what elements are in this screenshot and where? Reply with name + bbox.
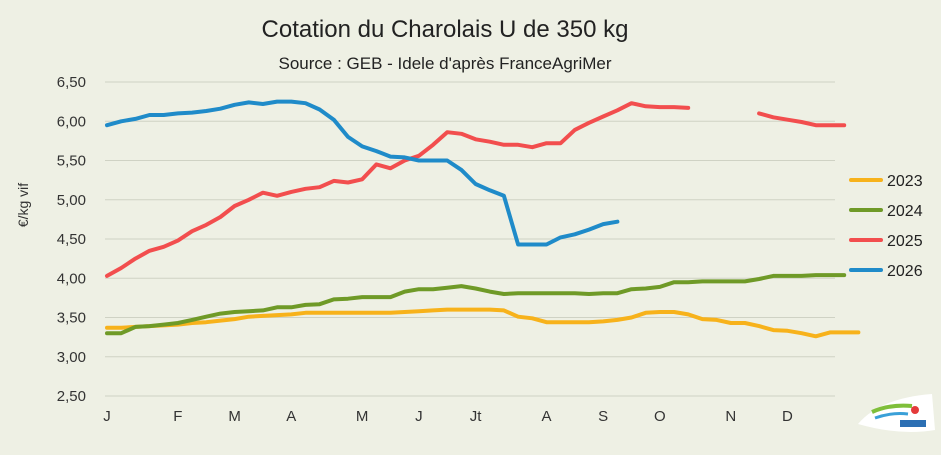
legend-label: 2025 [887, 233, 923, 250]
chart-title: Cotation du Charolais U de 350 kg [262, 16, 629, 43]
x-tick-label: M [356, 408, 369, 425]
legend-label: 2023 [887, 173, 923, 190]
chart-subtitle: Source : GEB - Idele d'après FranceAgriM… [279, 54, 612, 73]
idele-logo [858, 394, 935, 432]
x-tick-label: F [173, 408, 182, 425]
y-tick-label: 4,00 [57, 270, 86, 287]
y-tick-label: 5,00 [57, 192, 86, 209]
x-tick-label: J [415, 408, 423, 425]
y-tick-label: 2,50 [57, 388, 86, 405]
y-tick-label: 4,50 [57, 231, 86, 248]
x-tick-label: D [782, 408, 793, 425]
x-tick-label: S [598, 408, 608, 425]
y-tick-label: 6,50 [57, 74, 86, 91]
y-tick-label: 5,50 [57, 153, 86, 170]
legend-label: 2026 [887, 263, 923, 280]
series [105, 99, 861, 339]
series-line-2023 [105, 307, 861, 339]
y-tick-label: 3,50 [57, 310, 86, 327]
x-tick-label: O [654, 408, 666, 425]
legend: 2023 2024 2025 2026 [849, 173, 923, 280]
y-ticks: 2,50 3,00 3,50 4,00 4,50 5,00 5,50 6,00 6,50 [57, 74, 86, 405]
y-tick-label: 3,00 [57, 349, 86, 366]
grid [105, 81, 835, 397]
legend-label: 2024 [887, 203, 923, 220]
x-tick-label: M [228, 408, 241, 425]
y-axis-label: €/kg vif [15, 183, 31, 227]
x-tick-label: J [103, 408, 111, 425]
series-line-2026 [105, 99, 620, 247]
series-line-2024 [105, 273, 847, 336]
x-ticks: J F M A M J Jt A S O N D [103, 408, 793, 425]
x-tick-label: A [286, 408, 296, 425]
series-line-2025 [105, 101, 847, 278]
y-tick-label: 6,00 [57, 113, 86, 130]
x-tick-label: N [725, 408, 736, 425]
x-tick-label: A [541, 408, 551, 425]
x-tick-label: Jt [470, 408, 483, 425]
